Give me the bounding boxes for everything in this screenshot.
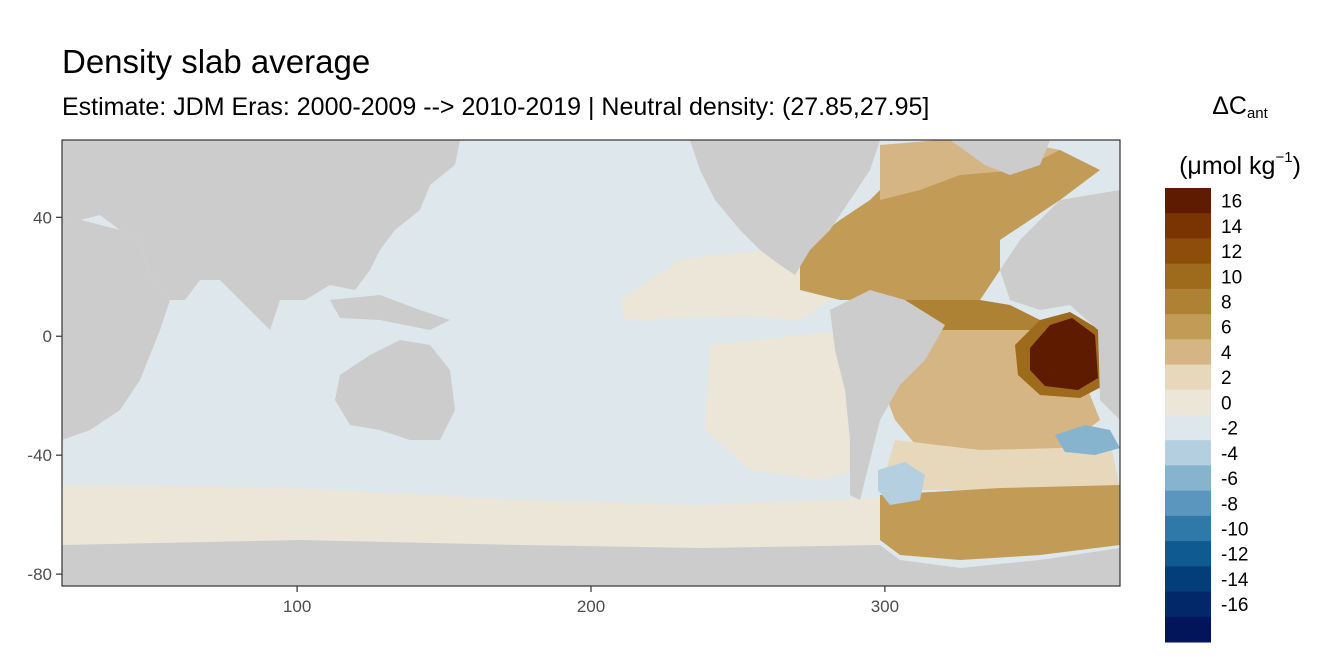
land-eurasia [62,140,460,330]
legend-swatch [1165,364,1211,391]
land-australia [335,340,455,440]
gulf-of-guinea-hotspot [1030,318,1098,390]
legend-swatch [1165,465,1211,492]
legend-label: 16 [1221,192,1242,213]
x-tick-label: 100 [283,597,311,616]
y-tick-label: 0 [43,327,52,346]
legend-label: 2 [1221,368,1232,389]
legend-label: -8 [1221,494,1238,515]
land-north-america [690,140,880,275]
legend-label: 10 [1221,267,1242,288]
legend-swatch [1165,314,1211,340]
legend-swatch [1165,188,1211,214]
legend-swatch [1165,213,1211,239]
legend-swatch [1165,238,1211,265]
land-africa-wrap [1000,190,1120,420]
legend-label: -12 [1221,545,1248,566]
land-africa [62,215,170,440]
x-tick-label: 300 [871,597,899,616]
x-axis: 100 200 300 [283,586,899,616]
land-south-america [830,290,945,500]
legend-label: 0 [1221,393,1232,414]
legend-label: 14 [1221,217,1243,238]
y-tick-label: 40 [33,208,52,227]
agulhas-negative-patch [1055,425,1120,455]
legend-title-unit: (μmol kg−1) [1179,149,1301,180]
legend-label: -2 [1221,419,1238,440]
legend-label: -4 [1221,444,1238,465]
legend-label: 4 [1221,343,1232,364]
legend-label: -6 [1221,469,1238,490]
legend-swatch [1165,263,1211,290]
y-tick-label: -40 [27,446,52,465]
legend-label: 6 [1221,318,1232,339]
legend-swatch [1165,490,1211,517]
east-pacific-tongue [620,250,830,320]
legend-swatch [1165,288,1211,315]
legend-swatch [1165,415,1211,441]
legend-swatch [1165,566,1211,593]
land-antarctica [62,540,1120,586]
x-tick-label: 200 [577,597,605,616]
legend-swatch [1165,541,1211,567]
legend-title: ΔCant (μmol kg−1) [1150,84,1330,188]
drake-passage-negative [878,462,925,505]
legend-swatch [1165,591,1211,618]
legend-title-variable: ΔCant [1212,92,1268,122]
land [62,140,1120,586]
land-greenland [950,140,1050,175]
y-tick-label: -80 [27,565,52,584]
legend-swatch [1165,515,1211,542]
chart-title: Density slab average [62,43,371,80]
y-axis: 40 0 -40 -80 [27,208,62,584]
south-atlantic-outer [880,440,1120,490]
legend-label: 8 [1221,293,1232,314]
southern-ocean-band [62,485,880,548]
legend-label: -10 [1221,520,1248,541]
legend-swatch [1165,339,1211,366]
legend-label: 12 [1221,242,1242,263]
legend: 16 14 12 10 8 6 4 2 0 -2 -4 -6 -8 -10 -12 -14 -16 [1165,188,1249,643]
southeast-pacific [705,332,860,480]
chart-subtitle: Estimate: JDM Eras: 2000-2009 --> 2010-2… [62,93,930,121]
weddell-sector [880,485,1120,560]
land-indonesia [330,295,450,330]
legend-swatch [1165,616,1211,643]
legend-label: -14 [1221,570,1249,591]
legend-label: -16 [1221,595,1248,616]
legend-swatch [1165,440,1211,466]
map-panel [62,140,1120,586]
legend-swatch [1165,389,1211,416]
north-atlantic [800,145,1100,300]
